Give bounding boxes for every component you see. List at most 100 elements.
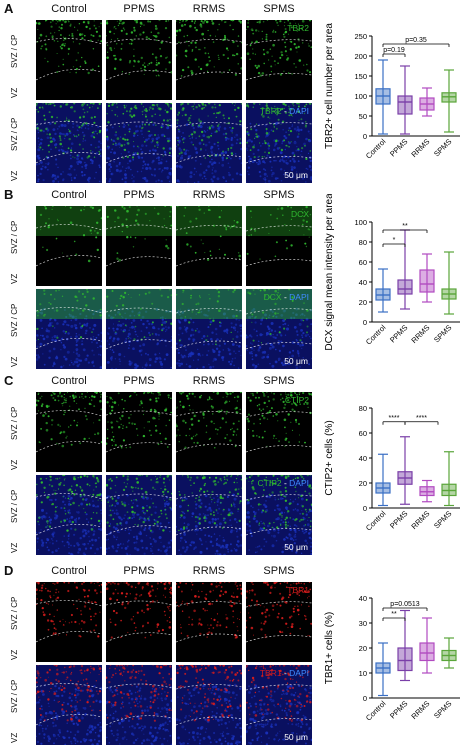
box-spms <box>441 69 457 133</box>
y-tick-label: 60 <box>359 429 367 438</box>
y-tick-label: 60 <box>359 258 367 267</box>
panel-letter: C <box>4 373 14 388</box>
box-ppms <box>397 609 413 682</box>
x-tick-label: SPMS <box>432 137 453 158</box>
y-tick-label: 0 <box>363 318 367 327</box>
row-label-vz: VZ <box>10 732 19 743</box>
marker-image <box>176 392 242 472</box>
significance-bracket: ** <box>382 223 428 233</box>
x-tick-label: Control <box>364 699 388 723</box>
row-label-svz-cp: SVZ / CP <box>10 117 19 151</box>
scale-bar-label: 50 μm <box>284 170 308 180</box>
box-control <box>375 453 391 507</box>
merge-image: CTIP2 - DAPI 50 μm <box>246 475 312 555</box>
y-tick-label: 20 <box>359 644 367 653</box>
scale-bar-label: 50 μm <box>284 732 308 742</box>
row-label-vz: VZ <box>10 170 19 181</box>
merge-image <box>106 475 172 555</box>
merge-label: CTIP2 - DAPI <box>258 478 310 488</box>
x-tick-label: RRMS <box>409 509 431 531</box>
x-tick-label: SPMS <box>432 323 453 344</box>
significance-bracket: ** <box>382 611 406 621</box>
y-tick-label: 20 <box>359 479 367 488</box>
row-label-vz: VZ <box>10 356 19 367</box>
y-tick-label: 80 <box>359 404 367 413</box>
merge-label: DCX - DAPI <box>264 292 309 302</box>
y-tick-label: 0 <box>363 694 367 703</box>
marker-image <box>36 582 102 662</box>
panel-d: D Control PPMS RRMS SPMS SVZ / CP VZ SVZ / CP VZ… <box>0 562 474 750</box>
column-header: PPMS <box>123 3 155 15</box>
iqr-box <box>397 279 413 295</box>
column-header: SPMS <box>263 189 295 201</box>
column-header: Control <box>51 189 87 201</box>
panel-b: B Control PPMS RRMS SPMS SVZ / CP VZ SVZ / CP VZ… <box>0 186 474 374</box>
box-rrms <box>419 617 435 674</box>
marker-image <box>106 392 172 472</box>
box-rrms <box>419 479 435 503</box>
box-plot: CTIP2+ cells (%) 0 20 40 60 80 Control PPMS RRMS… <box>318 380 468 550</box>
column-header: SPMS <box>263 3 295 15</box>
y-tick-label: 200 <box>354 52 367 61</box>
x-tick-label: RRMS <box>409 137 431 159</box>
row-label-vz: VZ <box>10 459 19 470</box>
merge-image <box>36 103 102 183</box>
marker-image <box>36 392 102 472</box>
column-header: RRMS <box>192 3 226 15</box>
row-label-vz: VZ <box>10 273 19 284</box>
panel-a: A Control PPMS RRMS SPMS SVZ / CP VZ SVZ / CP VZ… <box>0 0 474 188</box>
marker-image <box>106 206 172 286</box>
x-tick-label: Control <box>364 323 388 347</box>
merge-marker: TBR1 <box>259 668 282 678</box>
row-label-svz-cp: SVZ / CP <box>10 220 19 254</box>
column-header: SPMS <box>263 565 295 577</box>
column-header: SPMS <box>263 375 295 387</box>
column-header: PPMS <box>123 565 155 577</box>
y-tick-label: 10 <box>359 669 367 678</box>
box-control <box>375 59 391 135</box>
significance-bracket: **** <box>382 415 406 425</box>
significance-label: ** <box>402 223 408 230</box>
box-ppms <box>397 65 413 135</box>
row-label-svz-cp: SVZ / CP <box>10 303 19 337</box>
merge-separator: - <box>281 668 290 678</box>
iqr-box <box>397 647 413 672</box>
box-control <box>375 268 391 313</box>
y-tick-label: 0 <box>363 132 367 141</box>
row-label-svz-cp: SVZ / CP <box>10 679 19 713</box>
significance-label: p=0.0513 <box>390 601 419 608</box>
y-tick-label: 40 <box>359 278 367 287</box>
marker-label: TBR1 <box>287 585 309 595</box>
marker-image: TBR1 <box>246 582 312 662</box>
x-tick-label: Control <box>364 137 388 161</box>
significance-label: p=0.35 <box>405 37 427 44</box>
merge-image: TBR1 - DAPI 50 μm <box>246 665 312 745</box>
significance-bracket: p=0.19 <box>382 47 406 57</box>
y-tick-label: 100 <box>354 92 367 101</box>
merge-separator: - <box>281 106 290 116</box>
y-axis-label: CTIP2+ cells (%) <box>324 420 335 495</box>
y-tick-label: 40 <box>359 454 367 463</box>
scale-bar-label: 50 μm <box>284 356 308 366</box>
column-header: RRMS <box>192 189 226 201</box>
scale-bar-label: 50 μm <box>284 542 308 552</box>
merge-image <box>36 665 102 745</box>
y-tick-label: 40 <box>359 594 367 603</box>
y-tick-label: 30 <box>359 619 367 628</box>
column-header: RRMS <box>192 375 226 387</box>
merge-image <box>36 289 102 369</box>
merge-image <box>176 289 242 369</box>
marker-label: TBR2 <box>287 23 309 33</box>
marker-image: TBR2 <box>246 20 312 100</box>
marker-label: CTIP2 <box>284 395 309 405</box>
iqr-box <box>419 269 435 293</box>
x-tick-label: PPMS <box>388 323 409 344</box>
y-axis-label: TBR1+ cells (%) <box>324 612 335 685</box>
merge-counter: DAPI <box>289 478 309 488</box>
panel-letter: B <box>4 187 14 202</box>
merge-separator: - <box>281 292 290 302</box>
column-header: PPMS <box>123 375 155 387</box>
column-header: RRMS <box>192 565 226 577</box>
box-plot: TBR2+ cell number per area 0 50 100 150 200 25… <box>318 8 468 178</box>
merge-counter: DAPI <box>289 292 309 302</box>
